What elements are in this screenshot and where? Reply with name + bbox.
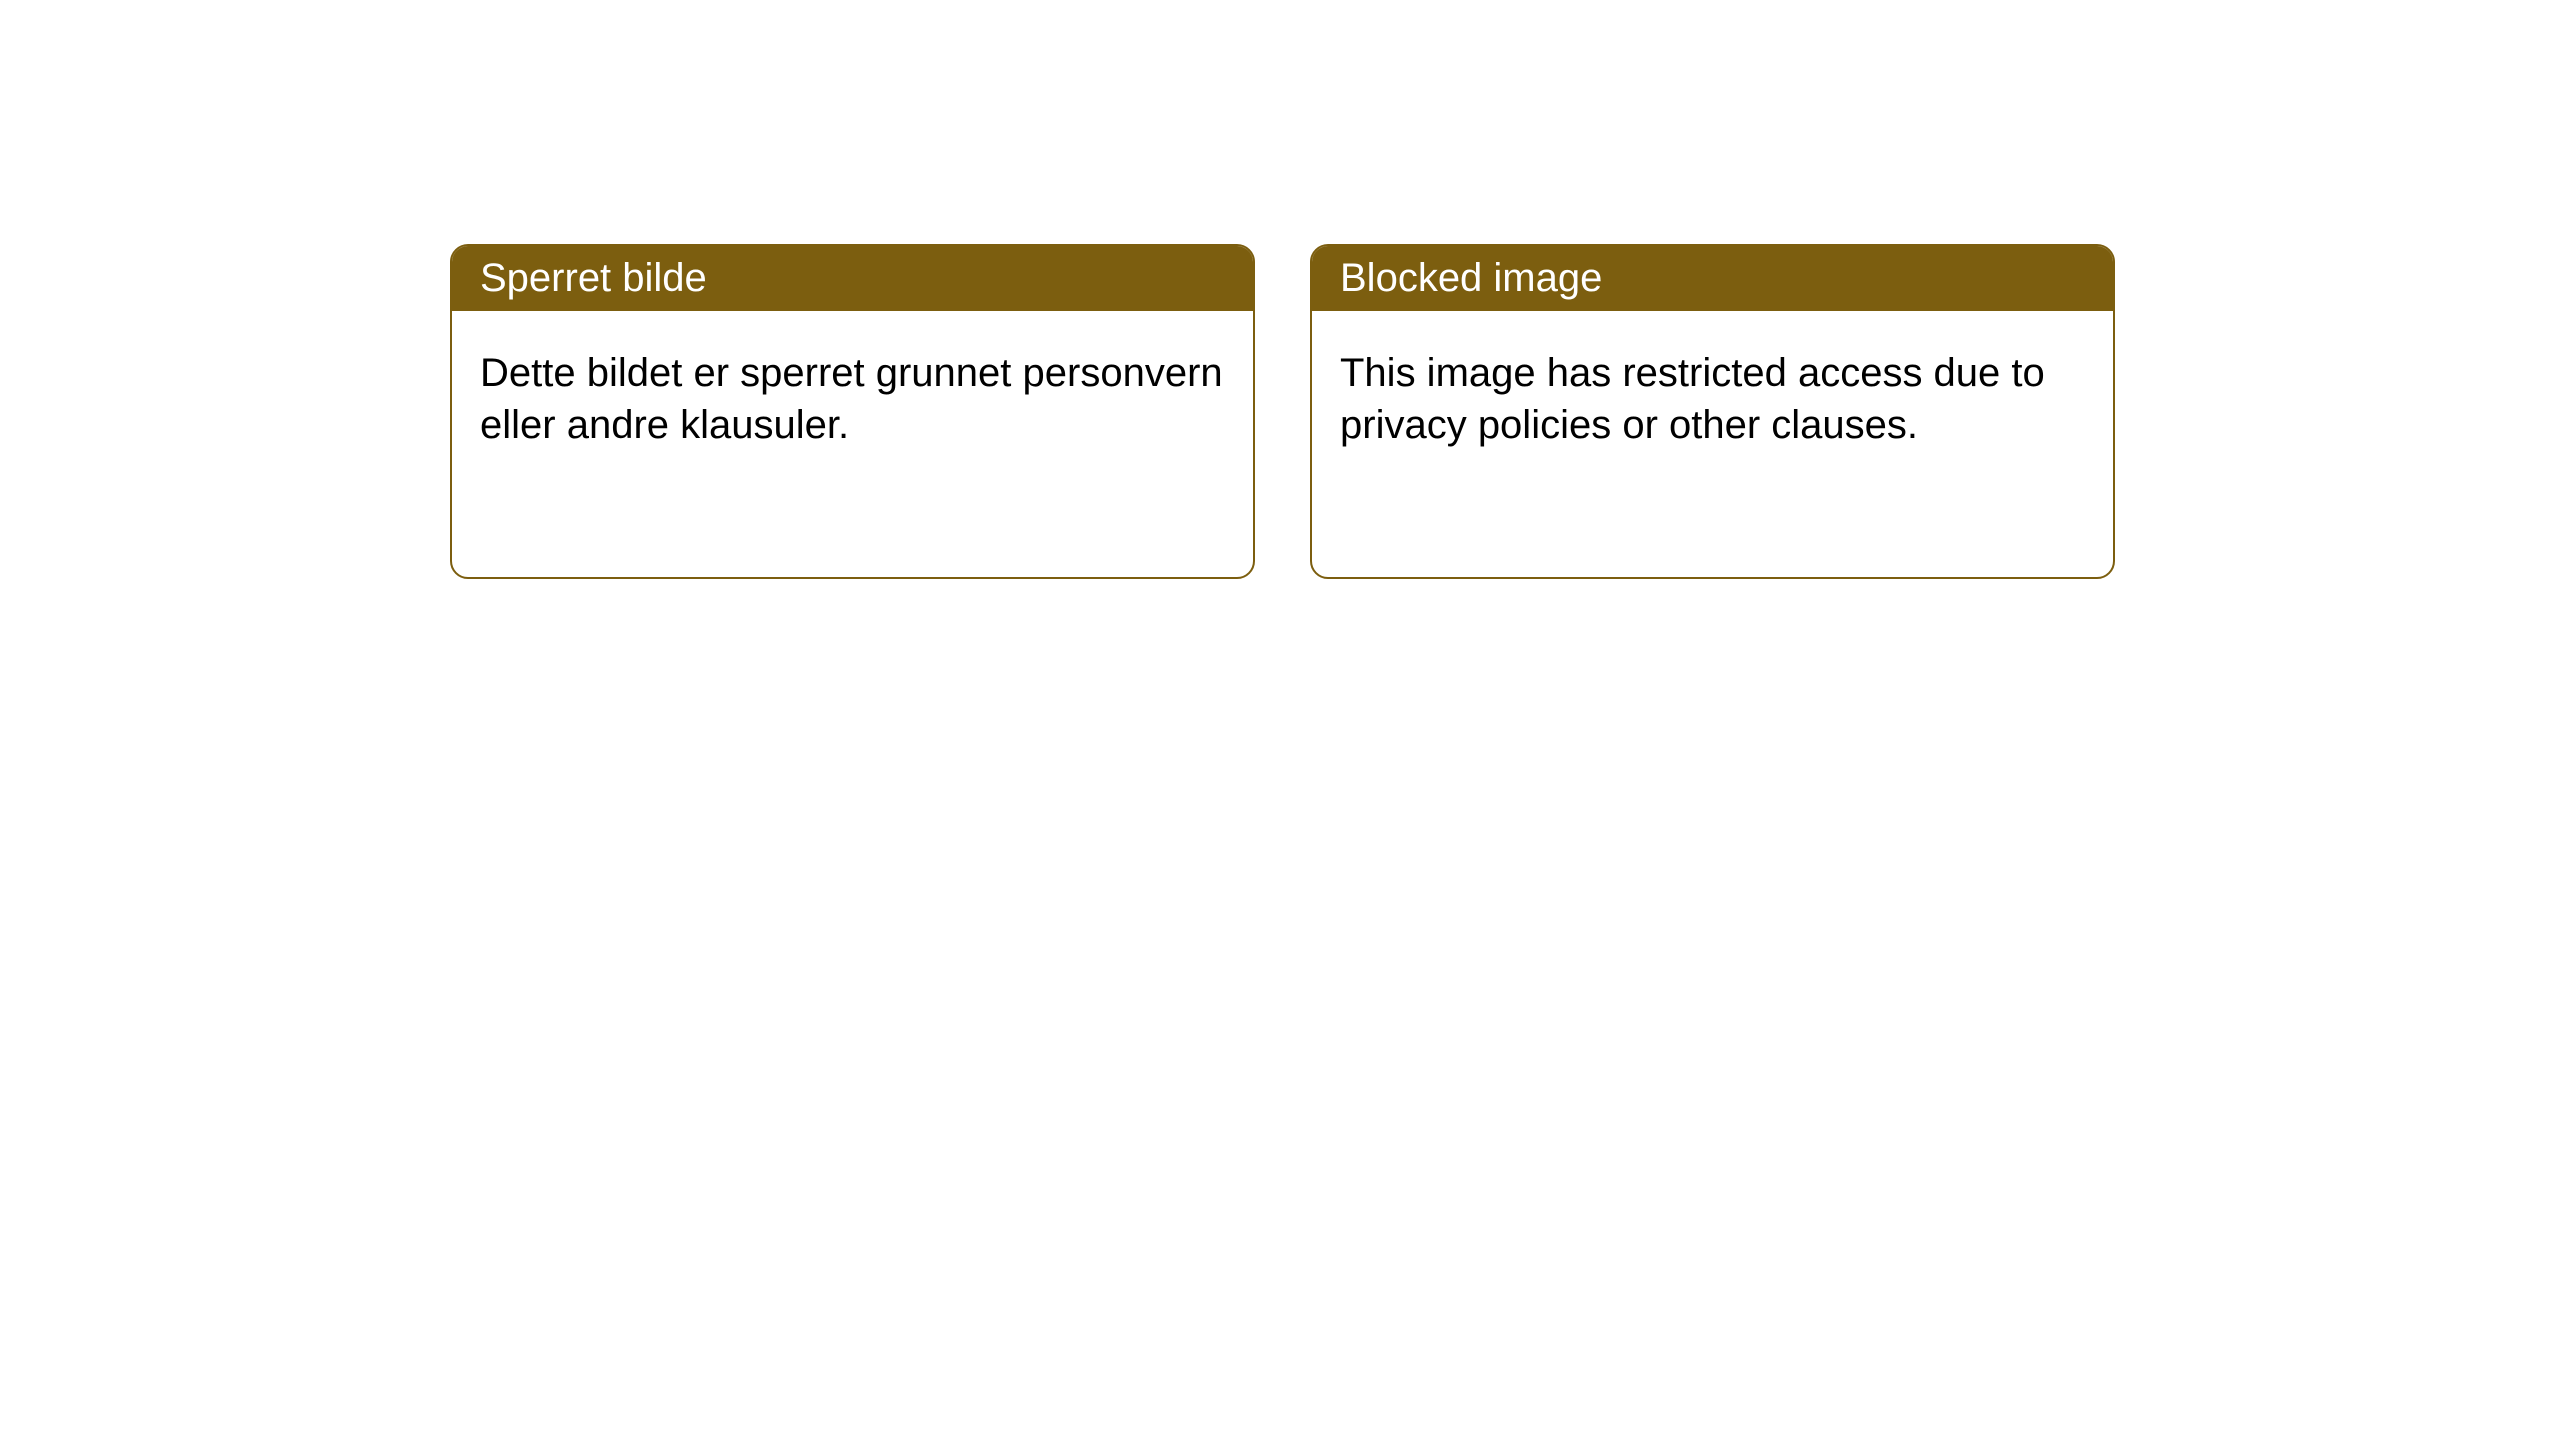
notice-title: Blocked image	[1312, 246, 2113, 311]
notice-title: Sperret bilde	[452, 246, 1253, 311]
notice-body: This image has restricted access due to …	[1312, 311, 2113, 487]
notice-card-english: Blocked image This image has restricted …	[1310, 244, 2115, 579]
notice-card-norwegian: Sperret bilde Dette bildet er sperret gr…	[450, 244, 1255, 579]
notice-container: Sperret bilde Dette bildet er sperret gr…	[0, 0, 2560, 579]
notice-body: Dette bildet er sperret grunnet personve…	[452, 311, 1253, 487]
